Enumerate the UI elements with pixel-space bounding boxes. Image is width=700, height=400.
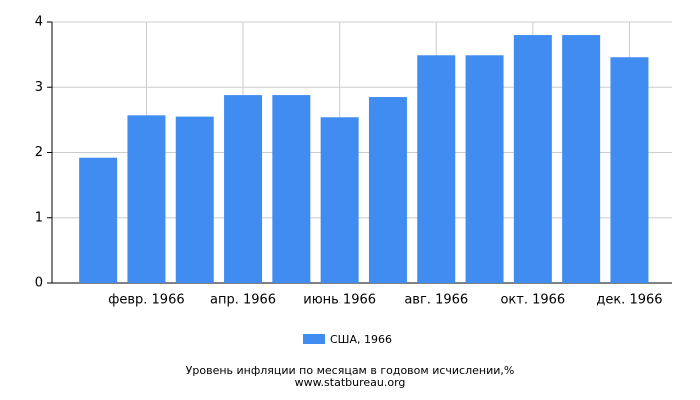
y-tick-label: 0 xyxy=(35,276,43,291)
bar xyxy=(513,35,552,283)
bar xyxy=(465,55,504,284)
bar xyxy=(562,35,601,283)
x-tick-label: дек. 1966 xyxy=(596,293,662,308)
y-tick-label: 2 xyxy=(35,145,43,160)
bar xyxy=(224,95,263,283)
bar xyxy=(175,116,214,283)
bar xyxy=(368,97,407,283)
y-tick-label: 1 xyxy=(35,210,43,225)
bar xyxy=(320,117,359,283)
x-tick-label: авг. 1966 xyxy=(404,293,468,308)
x-tick-label: февр. 1966 xyxy=(108,293,184,308)
x-tick-label: апр. 1966 xyxy=(210,293,276,308)
bar xyxy=(272,95,311,283)
legend-label: США, 1966 xyxy=(330,333,392,346)
bar xyxy=(610,57,649,283)
source: www.statbureau.org xyxy=(295,376,406,389)
x-tick-label: окт. 1966 xyxy=(500,293,565,308)
bar xyxy=(127,115,166,284)
legend-swatch xyxy=(303,334,325,344)
bar xyxy=(417,55,456,284)
chart-title: Уровень инфляции по месяцам в годовом ис… xyxy=(186,364,515,377)
x-tick-label: июнь 1966 xyxy=(303,293,376,308)
y-tick-label: 4 xyxy=(35,15,43,30)
bar xyxy=(79,157,118,283)
y-tick-label: 3 xyxy=(35,80,43,95)
